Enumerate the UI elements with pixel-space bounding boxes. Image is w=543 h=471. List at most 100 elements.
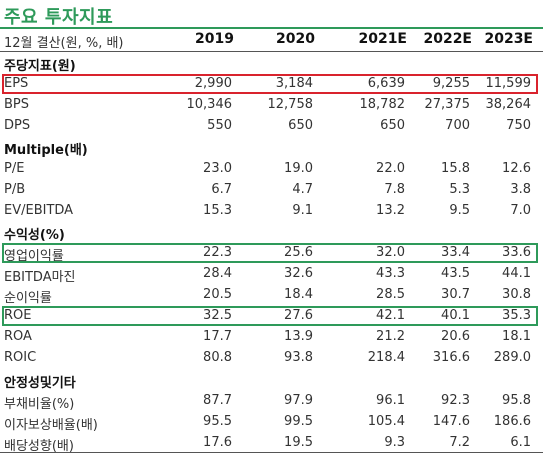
cell-2021e: 650 — [380, 118, 405, 134]
row-label: EV/EBITDA — [4, 202, 74, 218]
cell-2020: 25.6 — [284, 244, 313, 260]
table-row: ROIC 80.8 93.8 218.4 316.6 289.0 — [0, 348, 543, 370]
cell-2022e: 5.3 — [449, 181, 470, 197]
cell-2023e: 750 — [506, 118, 531, 134]
table-row: P/E 23.0 19.0 22.0 15.8 12.6 — [0, 159, 543, 181]
cell-2020: 12,758 — [267, 97, 314, 113]
table-row: EBITDA마진 28.4 32.6 43.3 43.5 44.1 — [0, 264, 543, 286]
row-label: 배당성향(배) — [4, 438, 74, 454]
section-label: 안정성및기타 — [4, 375, 76, 391]
cell-2022e: 20.6 — [441, 329, 470, 345]
cell-2020: 32.6 — [284, 266, 313, 281]
table-row: 부채비율(%) 87.7 97.9 96.1 92.3 95.8 — [0, 391, 543, 413]
cell-2023e: 30.8 — [502, 287, 531, 303]
table-row: ROE 32.5 27.6 42.1 40.1 35.3 — [0, 306, 543, 328]
cell-2019: 80.8 — [203, 350, 232, 366]
cell-2022e: 9,255 — [432, 76, 470, 92]
row-label: ROA — [4, 329, 32, 345]
section-label: 수익성(%) — [4, 227, 65, 243]
cell-2019: 15.3 — [203, 202, 232, 218]
cell-2021e: 13.2 — [376, 202, 405, 218]
cell-2021e: 9.3 — [384, 434, 405, 450]
cell-2023e: 6.1 — [510, 434, 531, 450]
cell-2020: 99.5 — [284, 413, 313, 429]
header-unit-label: 12월 결산(원, %, 배) — [4, 36, 124, 51]
table-row: ROA 17.7 13.9 21.2 20.6 18.1 — [0, 327, 543, 349]
cell-2020: 27.6 — [284, 308, 313, 324]
cell-2021e: 18,782 — [359, 97, 406, 113]
row-label: 이자보상배율(배) — [4, 417, 98, 433]
row-label: BPS — [4, 97, 30, 113]
cell-2023e: 11,599 — [485, 76, 532, 92]
header-year-2020: 2020 — [276, 31, 315, 47]
cell-2023e: 3.8 — [510, 181, 531, 197]
cell-2022e: 40.1 — [441, 308, 470, 324]
cell-2023e: 44.1 — [502, 266, 531, 281]
cell-2019: 17.7 — [203, 329, 232, 345]
cell-2022e: 15.8 — [441, 160, 470, 176]
cell-2021e: 22.0 — [376, 160, 405, 176]
table-row: 배당성향(배) 17.6 19.5 9.3 7.2 6.1 — [0, 433, 543, 455]
table-header: 12월 결산(원, %, 배) 2019 2020 2021E 2022E 20… — [0, 30, 543, 52]
section-header: 수익성(%) — [0, 222, 543, 244]
cell-2019: 87.7 — [203, 392, 232, 408]
cell-2020: 19.5 — [284, 434, 313, 450]
header-year-2021e: 2021E — [358, 31, 407, 47]
table-row: 이자보상배율(배) 95.5 99.5 105.4 147.6 186.6 — [0, 412, 543, 434]
cell-2021e: 105.4 — [367, 413, 405, 429]
cell-2022e: 9.5 — [449, 202, 470, 218]
row-label: DPS — [4, 118, 31, 134]
table-row: P/B 6.7 4.7 7.8 5.3 3.8 — [0, 180, 543, 202]
highlight-box-red — [2, 74, 538, 95]
cell-2020: 4.7 — [292, 181, 313, 197]
cell-2022e: 43.5 — [441, 266, 470, 281]
cell-2021e: 218.4 — [367, 350, 405, 366]
cell-2020: 3,184 — [275, 76, 313, 92]
highlight-box-green — [2, 306, 538, 327]
highlight-box-green — [2, 242, 538, 263]
cell-2019: 550 — [207, 118, 232, 134]
cell-2021e: 6,639 — [367, 76, 405, 92]
cell-2021e: 42.1 — [376, 308, 405, 324]
cell-2020: 97.9 — [284, 392, 313, 408]
cell-2022e: 92.3 — [441, 392, 470, 408]
cell-2023e: 289.0 — [493, 350, 531, 366]
row-label: 부채비율(%) — [4, 396, 75, 412]
cell-2023e: 35.3 — [502, 308, 531, 324]
table-row: BPS 10,346 12,758 18,782 27,375 38,264 — [0, 95, 543, 117]
cell-2023e: 18.1 — [502, 329, 531, 345]
table-row: 순이익률 20.5 18.4 28.5 30.7 30.8 — [0, 285, 543, 307]
cell-2023e: 186.6 — [493, 413, 531, 429]
row-label: ROE — [4, 308, 32, 324]
cell-2022e: 30.7 — [441, 287, 470, 303]
table-bottom-divider — [0, 452, 543, 453]
section-header: 주당지표(원) — [0, 53, 543, 75]
cell-2023e: 7.0 — [510, 202, 531, 218]
header-year-2023e: 2023E — [484, 31, 533, 47]
cell-2022e: 700 — [445, 118, 470, 134]
row-label: 영업이익률 — [4, 248, 64, 264]
header-year-2022e: 2022E — [423, 31, 472, 47]
section-header: Multiple(배) — [0, 137, 543, 159]
cell-2019: 6.7 — [211, 181, 232, 197]
cell-2021e: 7.8 — [384, 181, 405, 197]
page-title: 주요 투자지표 — [4, 7, 114, 28]
row-label: 순이익률 — [4, 291, 52, 307]
row-label: P/B — [4, 181, 26, 197]
section-label: 주당지표(원) — [4, 59, 76, 74]
cell-2021e: 32.0 — [376, 244, 405, 260]
cell-2020: 9.1 — [292, 202, 313, 218]
table-row: 영업이익률 22.3 25.6 32.0 33.4 33.6 — [0, 242, 543, 265]
cell-2020: 18.4 — [284, 287, 313, 303]
cell-2021e: 28.5 — [376, 287, 405, 303]
cell-2021e: 43.3 — [376, 266, 405, 281]
cell-2019: 28.4 — [203, 266, 232, 281]
cell-2022e: 316.6 — [432, 350, 470, 366]
title-divider — [0, 27, 543, 29]
table-row: DPS 550 650 650 700 750 — [0, 116, 543, 138]
cell-2019: 17.6 — [203, 434, 232, 450]
section-label: Multiple(배) — [4, 143, 88, 159]
cell-2023e: 95.8 — [502, 392, 531, 408]
row-label: ROIC — [4, 350, 37, 366]
cell-2019: 95.5 — [203, 413, 232, 429]
